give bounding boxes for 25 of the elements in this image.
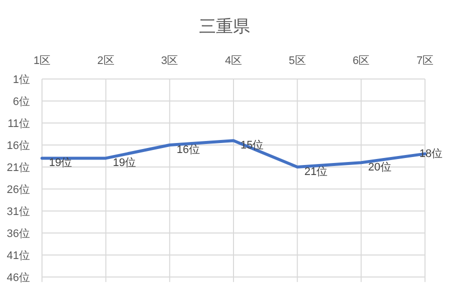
xtick: 4区: [224, 55, 242, 67]
data-label: 19位: [49, 157, 72, 170]
data-label: 20位: [368, 162, 392, 174]
ytick: 36位: [6, 228, 30, 240]
ytick: 41位: [6, 250, 30, 262]
xtick: 3区: [161, 55, 178, 67]
title: 三重県: [199, 17, 250, 36]
xtick: 7区: [416, 55, 434, 67]
ytick: 1位: [12, 74, 30, 86]
xtick: 5区: [288, 55, 306, 67]
data-label: 18位: [419, 148, 443, 160]
data-label: 21位: [304, 166, 328, 178]
ytick: 46位: [6, 272, 30, 284]
ytick: 6位: [12, 96, 30, 108]
xtick: 2区: [97, 55, 114, 67]
data-label: 16位: [176, 144, 200, 156]
ytick: 26位: [6, 184, 30, 196]
xtick: 1区: [33, 55, 51, 67]
xtick: 6区: [352, 55, 370, 67]
ytick: 11位: [8, 118, 30, 130]
ytick: 31位: [6, 206, 30, 218]
ytick: 21位: [6, 162, 30, 174]
ytick: 16位: [6, 140, 30, 152]
data-label: 19位: [112, 157, 136, 170]
data-label: 15位: [240, 140, 264, 152]
